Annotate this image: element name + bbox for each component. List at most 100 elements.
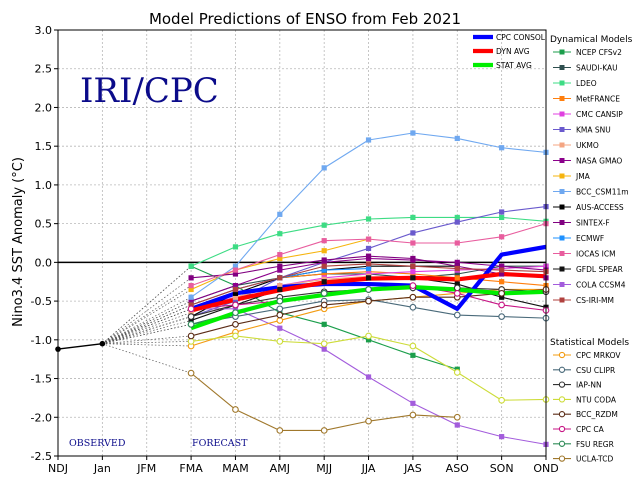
legend-marker-ukmo: [559, 142, 565, 148]
plume-connector: [102, 277, 192, 344]
x-tick-label: FMA: [179, 462, 203, 475]
marker-bcc-csm11m: [277, 211, 283, 217]
legend-marker-kma-snu: [559, 127, 565, 132]
marker-cpc-ca: [498, 301, 505, 309]
x-tick-label: JFM: [136, 462, 156, 475]
marker-saudi-kau: [454, 271, 460, 277]
marker-aus-access: [232, 290, 239, 296]
marker-ldeo: [454, 214, 460, 221]
marker-ntu-coda: [498, 396, 505, 404]
marker-iocas-icm: [277, 252, 283, 258]
axes: -2.5 -2.0 -1.5 -1.0 -0.5 0.0 0.5 1.0 1.5 2.0 2.5 3.…: [31, 24, 559, 475]
marker-iocas-icm: [499, 234, 505, 240]
marker-jma: [321, 248, 327, 254]
x-tick-label: MAM: [222, 462, 249, 475]
marker-cola-ccsm4: [232, 306, 239, 312]
legend-marker-cpc-mrkov: [558, 351, 566, 359]
legend-label-sintex-f: SINTEX-F: [576, 219, 610, 228]
plume-connector: [102, 300, 192, 345]
marker-bcc-rzdm: [365, 297, 372, 305]
marker-cs-iri-mm: [277, 275, 283, 281]
marker-bcc-rzdm: [498, 289, 505, 297]
marker-bcc-csm11m: [321, 165, 327, 171]
marker-cs-iri-mm: [410, 263, 416, 269]
marker-nasa-gmao: [499, 263, 505, 269]
plume-connector: [102, 335, 192, 345]
y-tick-label: -1.5: [31, 373, 52, 386]
legend-marker-bcc-csm11m: [559, 189, 565, 194]
y-tick-label: -2.0: [31, 411, 52, 424]
x-tick-label: AMJ: [270, 462, 290, 475]
plume-connector: [102, 343, 192, 347]
legend-marker-ncep-cfsv2: [559, 49, 565, 55]
marker-ldeo: [410, 214, 416, 221]
legend-label-kma-snu: KMA SNU: [576, 126, 611, 135]
marker-iocas-icm: [410, 240, 416, 246]
plume-connector: [102, 296, 192, 345]
marker-iap-nn: [453, 284, 461, 292]
marker-ldeo: [232, 244, 239, 250]
marker-bcc-csm11m: [499, 145, 505, 151]
marker-csu-clipr: [453, 311, 461, 319]
legend-marker-nasa-gmao: [559, 158, 565, 163]
marker-ntu-coda: [276, 338, 284, 345]
marker-ucla-tcd: [187, 369, 195, 377]
marker-ncep-cfsv2: [410, 352, 416, 358]
marker-kma-snu: [365, 245, 372, 252]
legend-label-cmc-cansip: CMC CANSIP: [576, 110, 623, 119]
marker-ucla-tcd: [409, 411, 417, 419]
marker-cola-ccsm4: [499, 434, 505, 440]
marker-ldeo: [499, 214, 505, 221]
marker-ucla-tcd: [232, 406, 239, 413]
legend-label-ecmwf: ECMWF: [576, 234, 604, 243]
chart-title: Model Predictions of ENSO from Feb 2021: [149, 10, 461, 28]
marker-ukmo: [232, 294, 239, 300]
marker-fsu-regr: [232, 309, 239, 317]
marker-csu-clipr: [498, 313, 505, 320]
marker-iocas-icm: [321, 238, 327, 244]
x-tick-label: ASO: [446, 462, 470, 475]
marker-cmc-cansip: [410, 269, 416, 275]
marker-bcc-rzdm: [409, 293, 417, 301]
legend-marker-cs-iri-mm: [559, 297, 565, 303]
observed-point: [99, 340, 106, 347]
marker-nasa-gmao: [232, 283, 239, 289]
x-tick-label: JJA: [361, 462, 376, 475]
legend-label-cpc-consol: CPC CONSOL: [496, 33, 546, 42]
legend-marker-sintex-f: [559, 220, 565, 225]
legend-label-stat-avg: STAT AVG: [496, 61, 532, 70]
y-tick-label: -1.0: [31, 334, 52, 347]
marker-ncep-cfsv2: [321, 321, 327, 327]
marker-cpc-ca: [453, 289, 461, 297]
highlight-legend: CPC CONSOL DYN AVG STAT AVG: [473, 33, 546, 70]
marker-gfdl-spear: [410, 275, 416, 281]
marker-nasa-gmao: [454, 259, 460, 265]
marker-kma-snu: [454, 219, 460, 225]
statistical-legend: Statistical Models CPC MRKOV CSU CLIPR IAP…: [550, 338, 629, 464]
marker-csu-clipr: [276, 305, 284, 313]
marker-cpc-mrkov: [276, 317, 284, 324]
marker-kma-snu: [499, 209, 505, 215]
marker-cs-iri-mm: [454, 265, 460, 272]
marker-sintex-f: [321, 257, 327, 263]
legend-label-jma: JMA: [575, 172, 591, 181]
y-tick-label: 0.5: [35, 218, 53, 231]
marker-ucla-tcd: [453, 413, 461, 421]
marker-ucla-tcd: [365, 417, 372, 425]
legend-label-cs-iri-mm: CS-IRI-MM: [576, 296, 614, 305]
marker-cola-ccsm4: [365, 374, 372, 380]
legend-label-aus-access: AUS-ACCESS: [576, 203, 624, 212]
legend-label-iap-nn: IAP-NN: [576, 381, 602, 390]
marker-ecmwf: [365, 265, 372, 272]
marker-metfrance: [499, 279, 505, 285]
marker-sintex-f: [499, 271, 505, 277]
legend-label-cpc-ca: CPC CA: [576, 425, 605, 434]
marker-cpc-ca: [409, 282, 417, 289]
y-tick-label: 2.5: [35, 63, 53, 76]
marker-gfdl-spear: [499, 294, 505, 300]
marker-ldeo: [365, 216, 372, 222]
statistical-legend-title: Statistical Models: [550, 338, 629, 348]
legend-marker-ecmwf: [559, 235, 565, 241]
marker-ldeo: [277, 231, 283, 237]
marker-metfrance: [321, 271, 327, 277]
